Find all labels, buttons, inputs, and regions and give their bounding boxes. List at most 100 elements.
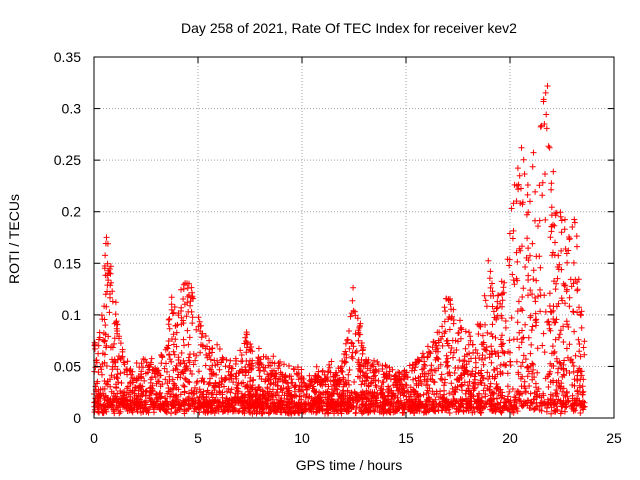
data-point (574, 401, 581, 408)
data-point (290, 365, 297, 372)
data-point (509, 235, 516, 242)
data-point (237, 399, 244, 406)
data-point (506, 262, 513, 269)
data-point (135, 402, 142, 409)
data-point (574, 286, 581, 293)
data-point (326, 403, 333, 410)
data-point (255, 345, 262, 352)
data-point (120, 402, 127, 409)
data-point (312, 372, 319, 379)
data-point (298, 366, 305, 373)
data-point (183, 313, 190, 320)
data-point (459, 396, 466, 403)
data-point (489, 389, 496, 396)
data-point (372, 366, 379, 373)
data-point (265, 409, 272, 416)
data-point (553, 209, 560, 216)
data-point (214, 341, 221, 348)
data-point (144, 369, 151, 376)
data-point (560, 323, 567, 330)
data-point (550, 168, 557, 175)
data-point (313, 408, 320, 415)
data-point (361, 403, 368, 410)
data-point (254, 404, 261, 411)
data-point (224, 406, 231, 412)
data-point (275, 392, 282, 399)
data-point (230, 405, 237, 411)
data-point (482, 393, 489, 400)
data-point (381, 371, 388, 378)
data-point (561, 226, 568, 233)
data-point (522, 385, 529, 392)
data-point (411, 367, 418, 374)
data-point (432, 396, 439, 403)
data-point (471, 384, 478, 391)
data-point (103, 363, 110, 369)
data-point (494, 405, 501, 412)
data-point (171, 304, 178, 310)
data-point (478, 367, 485, 374)
data-point (442, 308, 449, 315)
data-point (481, 346, 488, 352)
data-point (467, 391, 474, 398)
data-point (298, 383, 305, 390)
data-point (407, 384, 414, 391)
data-point (274, 389, 281, 395)
data-point (205, 381, 212, 388)
data-point (536, 392, 543, 399)
data-point (347, 313, 354, 320)
data-point (166, 325, 173, 332)
data-point (368, 401, 375, 408)
data-point (458, 383, 465, 390)
data-point (344, 336, 351, 343)
data-point (532, 310, 539, 317)
data-point (93, 359, 100, 366)
data-point (563, 318, 570, 325)
data-point (323, 407, 330, 414)
data-point (424, 353, 431, 360)
data-point (385, 392, 392, 399)
data-point (525, 257, 532, 264)
data-point (395, 369, 402, 375)
data-point (493, 385, 500, 392)
data-point (558, 365, 565, 371)
data-point (476, 322, 483, 329)
data-point (471, 408, 478, 415)
data-point (185, 357, 192, 364)
data-point (552, 390, 559, 396)
data-point (344, 401, 351, 408)
data-point (437, 375, 444, 382)
data-point (394, 394, 401, 401)
data-point (500, 361, 507, 368)
data-point (577, 410, 584, 416)
data-point (133, 376, 140, 383)
data-point (504, 396, 511, 403)
data-point (152, 391, 159, 398)
data-point (345, 371, 352, 378)
data-point (558, 247, 565, 254)
data-point (553, 316, 560, 323)
data-point (96, 334, 103, 341)
data-point (222, 376, 229, 383)
data-point (438, 407, 445, 414)
data-point (148, 355, 155, 362)
data-point (128, 371, 135, 378)
data-point (519, 307, 526, 314)
data-point (349, 340, 356, 347)
data-point (243, 331, 250, 338)
y-tick-label: 0.1 (62, 307, 82, 323)
data-point (567, 276, 574, 283)
data-point (534, 369, 541, 376)
data-point (114, 390, 121, 397)
data-point (462, 345, 469, 352)
data-point (532, 380, 539, 387)
data-point (350, 399, 357, 406)
data-point (105, 277, 112, 284)
data-point (491, 314, 498, 321)
data-point (507, 358, 514, 365)
data-point (441, 396, 447, 402)
data-point (180, 336, 187, 343)
data-point (560, 339, 567, 345)
data-point (349, 297, 356, 304)
data-point (214, 361, 221, 368)
